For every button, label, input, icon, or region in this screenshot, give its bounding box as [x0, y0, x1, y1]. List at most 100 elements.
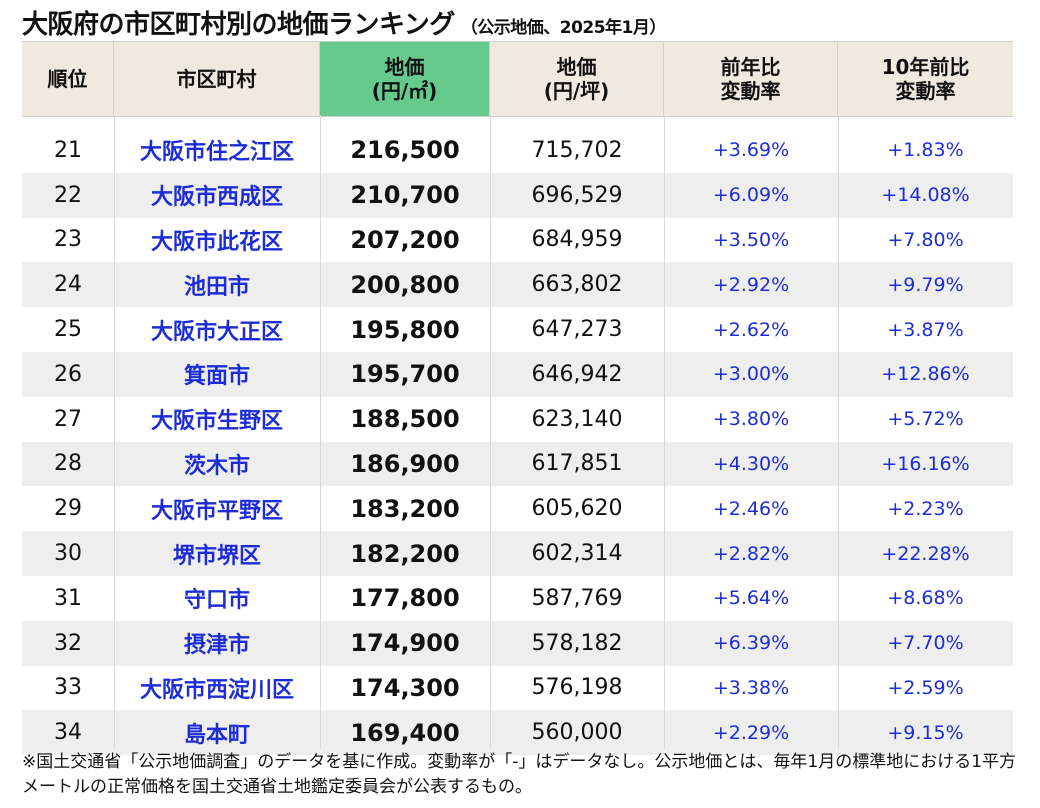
price-per-m2-cell: 186,900	[350, 449, 460, 478]
title-subtitle: （公示地価、2025年1月）	[460, 18, 667, 38]
yoy-change-cell: +2.92%	[712, 273, 790, 296]
price-per-m2-cell: 174,300	[350, 673, 460, 702]
table-row: 34 島本町 169,400 560,000 +2.29% +9.15%	[22, 710, 1013, 756]
yoy-change-cell: +4.30%	[712, 452, 790, 475]
header-yoy-change[interactable]: 前年比 変動率	[664, 42, 838, 116]
column-divider	[114, 115, 115, 749]
column-divider	[490, 115, 491, 749]
yoy-change-cell: +2.46%	[712, 497, 790, 520]
ten-year-change-cell: +9.79%	[887, 273, 964, 296]
price-per-m2-cell: 195,800	[350, 315, 460, 344]
city-link[interactable]: 大阪市住之江区	[139, 140, 294, 166]
column-divider	[320, 115, 321, 749]
city-link[interactable]: 堺市堺区	[172, 543, 261, 569]
table-row: 24 池田市 200,800 663,802 +2.92% +9.79%	[22, 262, 1013, 308]
city-link[interactable]: 大阪市生野区	[150, 409, 283, 435]
header-city[interactable]: 市区町村	[114, 42, 320, 116]
price-per-tsubo-cell: 605,620	[531, 496, 623, 522]
table-row: 31 守口市 177,800 587,769 +5.64% +8.68%	[22, 576, 1013, 621]
ten-year-change-cell: +2.23%	[887, 497, 964, 520]
ten-year-change-cell: +7.80%	[887, 228, 964, 251]
rank-cell: 29	[54, 496, 82, 522]
rank-cell: 22	[54, 182, 82, 208]
ten-year-change-cell: +22.28%	[881, 542, 970, 565]
yoy-change-cell: +6.09%	[712, 184, 790, 207]
footnote: ※国土交通省「公示地価調査」のデータを基に作成。変動率が「-」はデータなし。公示…	[22, 752, 1017, 797]
header-price-tsubo-line2: (円/坪)	[543, 79, 610, 103]
yoy-change-cell: +5.64%	[712, 587, 790, 610]
city-link[interactable]: 守口市	[183, 588, 250, 614]
header-tenyr-line1: 10年前比	[881, 55, 970, 79]
city-link[interactable]: 大阪市西成区	[150, 185, 283, 211]
yoy-change-cell: +6.39%	[712, 632, 790, 655]
price-per-m2-cell: 210,700	[350, 181, 460, 210]
price-per-tsubo-cell: 684,959	[531, 227, 623, 253]
title-text: 大阪府の市区町村別の地価ランキング	[22, 10, 455, 40]
header-rank-label: 順位	[47, 67, 88, 91]
column-divider	[664, 115, 665, 749]
price-per-tsubo-cell: 623,140	[531, 406, 623, 432]
yoy-change-cell: +3.80%	[712, 408, 790, 431]
price-per-m2-cell: 183,200	[350, 494, 460, 523]
city-link[interactable]: 茨木市	[183, 453, 250, 479]
header-gap	[22, 117, 1013, 128]
price-per-m2-cell: 174,900	[350, 629, 460, 658]
header-price-per-tsubo[interactable]: 地価 (円/坪)	[490, 42, 664, 116]
yoy-change-cell: +3.69%	[712, 139, 790, 162]
ten-year-change-cell: +5.72%	[887, 408, 964, 431]
city-link[interactable]: 池田市	[183, 274, 250, 300]
price-per-tsubo-cell: 578,182	[531, 630, 623, 656]
ten-year-change-cell: +16.16%	[881, 452, 970, 475]
city-link[interactable]: 島本町	[183, 722, 250, 748]
price-per-m2-cell: 169,400	[350, 718, 460, 747]
ten-year-change-cell: +8.68%	[887, 587, 964, 610]
city-link[interactable]: 大阪市平野区	[150, 498, 283, 524]
header-ten-year-change[interactable]: 10年前比 変動率	[838, 42, 1013, 116]
price-per-tsubo-cell: 576,198	[531, 675, 623, 701]
yoy-change-cell: +2.62%	[712, 318, 790, 341]
header-city-label: 市区町村	[176, 67, 257, 91]
city-link[interactable]: 大阪市大正区	[150, 319, 283, 345]
table-row: 30 堺市堺区 182,200 602,314 +2.82% +22.28%	[22, 531, 1013, 576]
table-row: 33 大阪市西淀川区 174,300 576,198 +3.38% +2.59%	[22, 666, 1013, 711]
rank-cell: 31	[54, 585, 82, 611]
yoy-change-cell: +2.82%	[712, 542, 790, 565]
ten-year-change-cell: +14.08%	[881, 184, 970, 207]
header-rank[interactable]: 順位	[22, 42, 114, 116]
table-header: 順位 市区町村 地価 (円/㎡) 地価 (円/坪) 前年比 変動率 10年前比 …	[22, 42, 1013, 117]
rank-cell: 26	[54, 361, 82, 387]
price-per-tsubo-cell: 617,851	[531, 451, 623, 477]
table-row: 26 箕面市 195,700 646,942 +3.00% +12.86%	[22, 351, 1013, 397]
city-link[interactable]: 大阪市西淀川区	[139, 677, 294, 703]
city-link[interactable]: 箕面市	[183, 364, 250, 390]
yoy-change-cell: +2.29%	[712, 721, 790, 744]
header-price-per-m2[interactable]: 地価 (円/㎡)	[320, 42, 490, 116]
city-link[interactable]: 大阪市此花区	[150, 229, 283, 255]
ten-year-change-cell: +3.87%	[887, 318, 964, 341]
price-per-m2-cell: 200,800	[350, 270, 460, 299]
price-per-tsubo-cell: 715,702	[531, 137, 623, 163]
header-yoy-line1: 前年比	[720, 55, 781, 79]
table-row: 32 摂津市 174,900 578,182 +6.39% +7.70%	[22, 620, 1013, 666]
header-yoy-line2: 変動率	[720, 79, 781, 103]
ten-year-change-cell: +2.59%	[887, 676, 964, 699]
price-per-tsubo-cell: 696,529	[531, 182, 623, 208]
price-per-m2-cell: 216,500	[350, 136, 460, 165]
yoy-change-cell: +3.38%	[712, 676, 790, 699]
ten-year-change-cell: +1.83%	[887, 139, 964, 162]
rank-cell: 30	[54, 541, 82, 567]
page-title: 大阪府の市区町村別の地価ランキング （公示地価、2025年1月）	[22, 4, 666, 41]
city-link[interactable]: 摂津市	[183, 633, 250, 659]
yoy-change-cell: +3.00%	[712, 363, 790, 386]
rank-cell: 25	[54, 317, 82, 343]
price-per-m2-cell: 207,200	[350, 225, 460, 254]
price-per-tsubo-cell: 602,314	[531, 541, 623, 567]
table-row: 29 大阪市平野区 183,200 605,620 +2.46% +2.23%	[22, 486, 1013, 531]
price-per-m2-cell: 195,700	[350, 360, 460, 389]
price-per-m2-cell: 182,200	[350, 539, 460, 568]
ten-year-change-cell: +12.86%	[881, 363, 970, 386]
price-per-m2-cell: 177,800	[350, 584, 460, 613]
header-price-m2-line2: (円/㎡)	[371, 79, 438, 103]
table-row: 25 大阪市大正区 195,800 647,273 +2.62% +3.87%	[22, 307, 1013, 352]
yoy-change-cell: +3.50%	[712, 228, 790, 251]
